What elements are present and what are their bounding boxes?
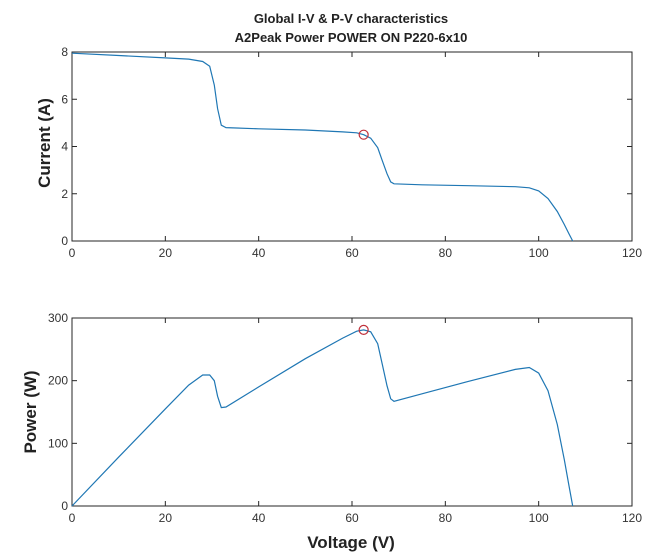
iv-plot-area [71, 51, 633, 242]
iv-x-tick-label: 80 [439, 246, 453, 260]
iv-plot: 0 20 40 60 80 100 120 0 2 4 6 8 Current (A) [35, 45, 642, 260]
iv-y-axis-label: Current (A) [35, 98, 54, 188]
pv-plot-area [71, 317, 633, 507]
iv-y-tick-label: 2 [61, 187, 68, 201]
iv-x-tick-label: 0 [69, 246, 76, 260]
iv-x-tick-label: 120 [622, 246, 642, 260]
pv-ticks: 0 20 40 60 80 100 120 0 100 200 300 [48, 311, 642, 525]
pv-x-axis-label: Voltage (V) [307, 533, 395, 552]
iv-x-tick-label: 60 [345, 246, 359, 260]
pv-x-tick-label: 40 [252, 511, 266, 525]
pv-x-tick-label: 120 [622, 511, 642, 525]
pv-max-power-marker [358, 324, 369, 336]
iv-max-power-marker [358, 129, 369, 140]
iv-y-tick-label: 4 [61, 140, 68, 154]
iv-y-tick-label: 6 [61, 92, 68, 106]
pv-y-tick-label: 100 [48, 436, 68, 450]
iv-x-tick-label: 20 [159, 246, 173, 260]
pv-x-tick-label: 60 [345, 511, 359, 525]
pv-y-axis-label: Power (W) [21, 370, 40, 453]
chart-title-line2: A2Peak Power POWER ON P220-6x10 [235, 30, 468, 45]
pv-x-tick-label: 80 [439, 511, 453, 525]
pv-y-tick-label: 0 [61, 499, 68, 513]
pv-curve [71, 329, 574, 507]
iv-ticks: 0 20 40 60 80 100 120 0 2 4 6 8 [61, 45, 642, 260]
iv-y-tick-label: 8 [61, 45, 68, 59]
pv-x-tick-label: 100 [529, 511, 549, 525]
pv-y-tick-label: 200 [48, 374, 68, 388]
iv-x-tick-label: 40 [252, 246, 266, 260]
iv-y-tick-label: 0 [61, 234, 68, 248]
iv-x-tick-label: 100 [529, 246, 549, 260]
chart-title-line1: Global I-V & P-V characteristics [254, 11, 448, 26]
pv-plot: 0 20 40 60 80 100 120 0 100 200 300 Power (W) Volt… [21, 311, 642, 552]
iv-curve [71, 52, 574, 242]
pv-x-tick-label: 0 [69, 511, 76, 525]
pv-y-tick-label: 300 [48, 311, 68, 325]
pv-x-tick-label: 20 [159, 511, 173, 525]
